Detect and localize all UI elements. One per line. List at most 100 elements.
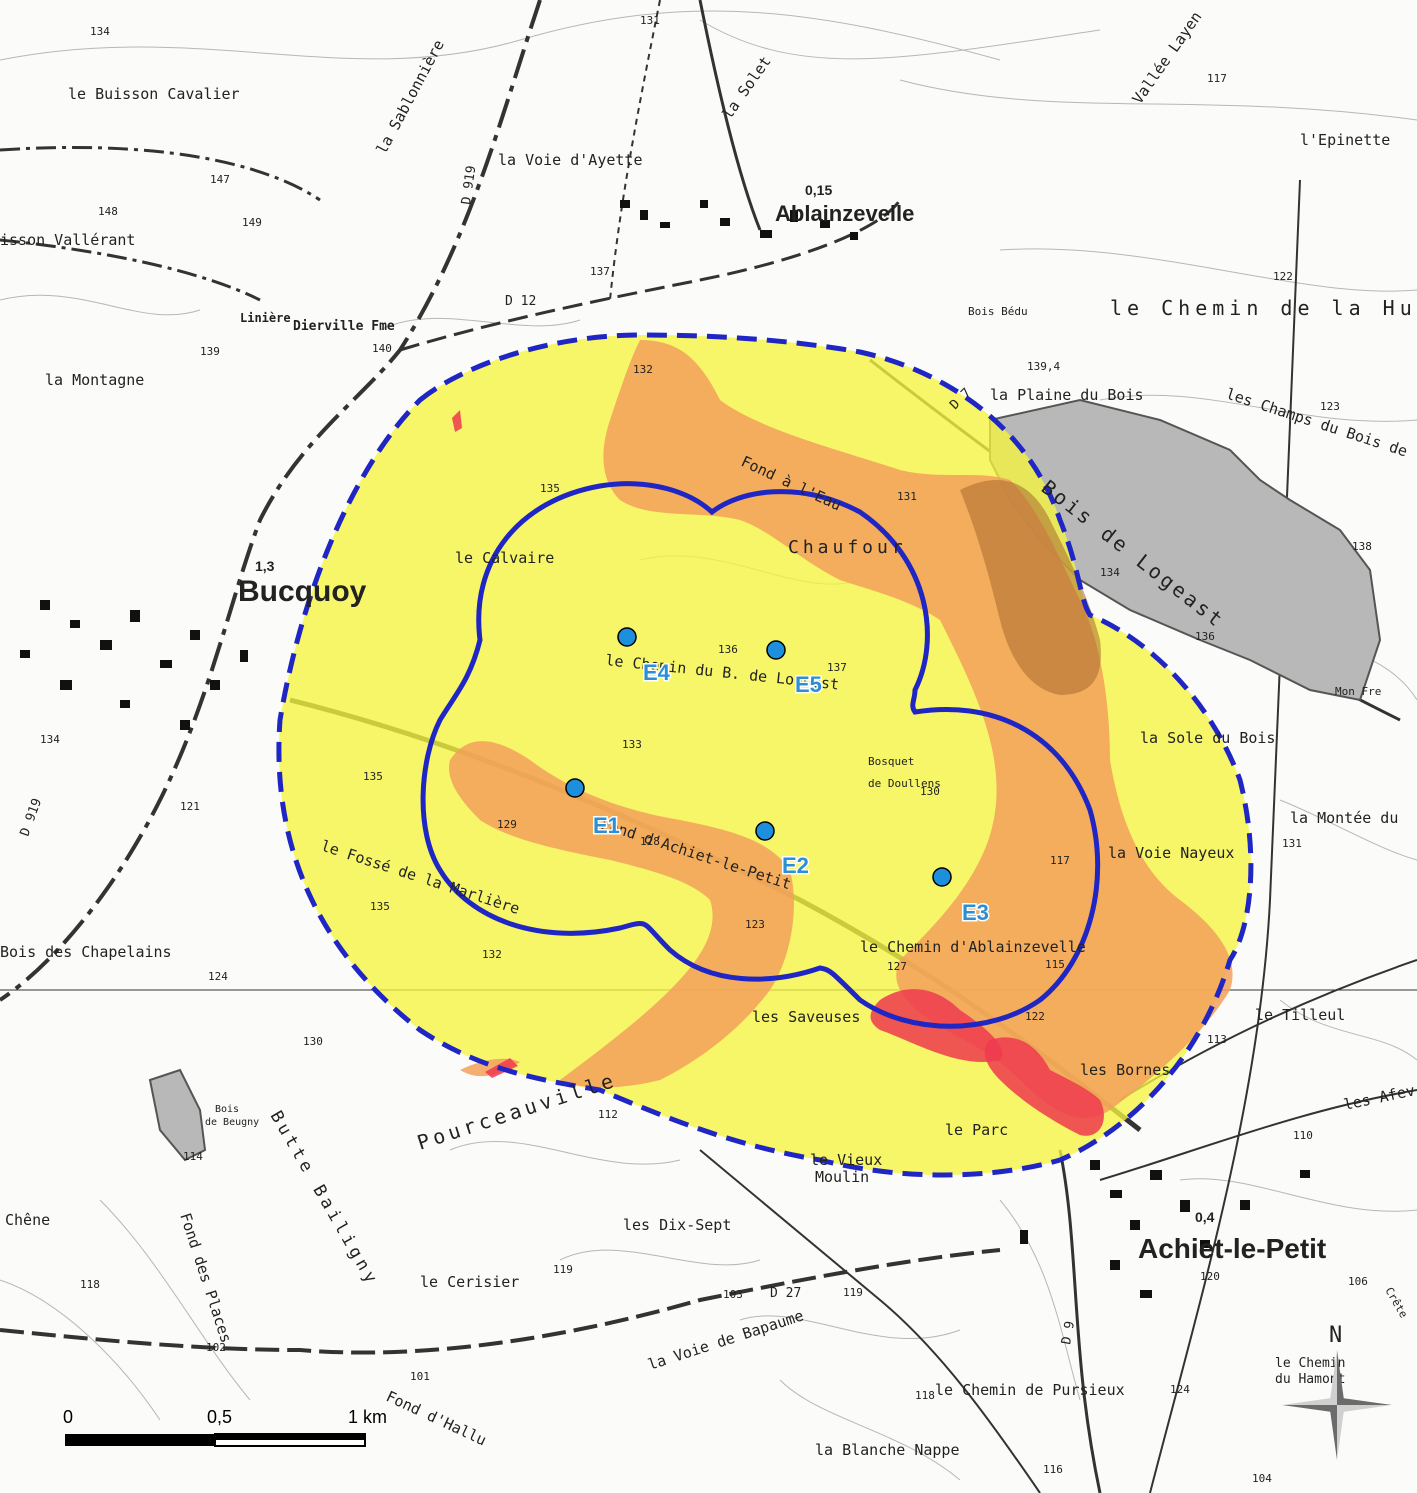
- place-label: le Chemin de la Huch: [1110, 296, 1417, 320]
- elevation: 148: [98, 205, 118, 218]
- place-label: Linière: [240, 311, 291, 325]
- elevation: 128: [640, 835, 660, 848]
- forest-bois-de-beugny: [148, 1068, 207, 1162]
- scale-segment: [65, 1434, 215, 1446]
- elevation: 131: [640, 14, 660, 27]
- elevation: 135: [363, 770, 383, 783]
- place-label: Moulin: [815, 1168, 869, 1186]
- town-population: 1,3: [255, 558, 275, 574]
- elevation: 130: [920, 785, 940, 798]
- place-label: la Plaine du Bois: [990, 386, 1144, 404]
- north-arrow-s: [1337, 1405, 1344, 1460]
- elevation: 139: [200, 345, 220, 358]
- turbine-label: E4: [643, 660, 671, 685]
- place-label: du Hamont: [1275, 1372, 1345, 1387]
- place-label: de Beugny: [205, 1117, 259, 1128]
- place-label: le Chemin d'Ablainzevelle: [860, 938, 1086, 956]
- elevation: 106: [1348, 1275, 1368, 1288]
- place-label: Dierville Fme: [293, 319, 395, 334]
- turbine-label: E2: [782, 853, 809, 878]
- elevation: 120: [1200, 1270, 1220, 1283]
- elevation: 118: [915, 1389, 935, 1402]
- north-arrow: N: [1282, 1323, 1392, 1460]
- turbine-marker[interactable]: [755, 821, 775, 841]
- elevation: 140: [372, 342, 392, 355]
- elevation: 134: [40, 733, 60, 746]
- turbine-marker[interactable]: [617, 627, 637, 647]
- elevation: 134: [1100, 566, 1120, 579]
- elevation: 137: [827, 661, 847, 674]
- town-labels: Ablainzevelle 0,15 Bucquoy 1,3 Achiet-le…: [238, 182, 1326, 1264]
- elevation: 121: [180, 800, 200, 813]
- elevation: 131: [897, 490, 917, 503]
- place-label: le Chemin de Pursieux: [935, 1381, 1125, 1399]
- place-label: la Voie d'Ayette: [498, 151, 643, 169]
- town-name: Bucquoy: [238, 575, 367, 608]
- place-label: Mon Fre: [1335, 685, 1381, 698]
- place-label: le Calvaire: [455, 549, 554, 567]
- elevation: 131: [1282, 837, 1302, 850]
- north-arrow-e: [1337, 1398, 1392, 1405]
- elevation: 114: [183, 1150, 203, 1163]
- elevation: 122: [1273, 270, 1293, 283]
- place-label: le Parc: [945, 1121, 1008, 1139]
- elevation: 137: [590, 265, 610, 278]
- place-label: les Saveuses: [752, 1008, 860, 1026]
- town-name: Ablainzevelle: [775, 201, 914, 226]
- elevation-labels: 134 131 117 147 148 149 139 140 137 122 …: [40, 14, 1372, 1485]
- north-label: N: [1329, 1323, 1342, 1348]
- place-label: le Buisson Cavalier: [68, 85, 240, 103]
- town-population: 0,4: [1195, 1209, 1215, 1225]
- place-label: la Montagne: [45, 371, 144, 389]
- north-arrow-w2: [1282, 1405, 1337, 1412]
- place-label: Bois Bédu: [968, 305, 1028, 318]
- turbine-marker[interactable]: [766, 640, 786, 660]
- elevation: 134: [90, 25, 110, 38]
- turbine-buffer-inner: [420, 481, 1101, 1029]
- place-label: Chaufour: [788, 537, 907, 558]
- place-label: la Montée du: [1290, 809, 1398, 827]
- overlap-zone: [960, 480, 1101, 695]
- turbine-label: E1: [593, 813, 620, 838]
- scale-bar: 0 0,5 1 km: [63, 1407, 387, 1447]
- elevation: 102: [206, 1341, 226, 1354]
- turbine-label: E5: [795, 672, 822, 697]
- place-label: le Tilleul: [1255, 1006, 1345, 1024]
- place-label: les Bornes: [1080, 1061, 1170, 1079]
- elevation: 103: [723, 1288, 743, 1301]
- elevation: 119: [553, 1263, 573, 1276]
- study-area-boundary: [276, 332, 1254, 1178]
- place-label: le Vieux: [810, 1151, 882, 1169]
- turbine-marker[interactable]: [932, 867, 952, 887]
- place-label: isson Vallérant: [0, 231, 135, 249]
- turbines: E1 E2 E3 E4 E5: [565, 627, 990, 927]
- place-label: Chêne: [5, 1211, 50, 1229]
- elevation: 132: [633, 363, 653, 376]
- place-label: Bosquet: [868, 755, 914, 768]
- elevation: 115: [1045, 958, 1065, 971]
- place-label: Bois des Chapelains: [0, 943, 172, 961]
- elevation: 129: [497, 818, 517, 831]
- place-label: les Dix-Sept: [623, 1216, 731, 1234]
- elevation: 136: [1195, 630, 1215, 643]
- elevation: 130: [303, 1035, 323, 1048]
- elevation: 132: [482, 948, 502, 961]
- north-arrow-n2: [1330, 1350, 1337, 1405]
- scale-label: 0,5: [207, 1407, 232, 1427]
- scale-label: 1 km: [348, 1407, 387, 1427]
- road-label: D 919: [459, 165, 479, 206]
- scale-label: 0: [63, 1407, 73, 1427]
- elevation: 136: [718, 643, 738, 656]
- north-arrow-e2: [1337, 1405, 1392, 1412]
- turbine-marker[interactable]: [565, 778, 585, 798]
- place-label: la Voie Nayeux: [1108, 844, 1234, 862]
- town-population: 0,15: [805, 182, 832, 198]
- elevation: 123: [745, 918, 765, 931]
- elevation: 135: [540, 482, 560, 495]
- elevation: 124: [1170, 1383, 1190, 1396]
- elevation: 122: [1025, 1010, 1045, 1023]
- elevation: 113: [1207, 1033, 1227, 1046]
- place-label: l'Epinette: [1300, 131, 1390, 149]
- elevation: 116: [1043, 1463, 1063, 1476]
- elevation: 127: [887, 960, 907, 973]
